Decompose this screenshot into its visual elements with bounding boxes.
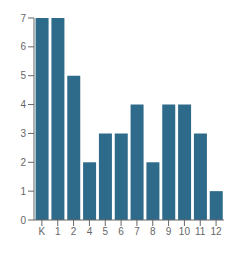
svg-text:0: 0 (20, 215, 26, 226)
svg-text:1: 1 (20, 186, 26, 197)
svg-text:5: 5 (20, 70, 26, 81)
svg-text:11: 11 (195, 226, 206, 237)
svg-text:9: 9 (166, 226, 172, 237)
svg-text:K: K (39, 226, 46, 237)
svg-text:7: 7 (20, 13, 26, 24)
svg-text:10: 10 (179, 226, 191, 237)
svg-text:8: 8 (150, 226, 156, 237)
svg-text:7: 7 (134, 226, 140, 237)
svg-text:4: 4 (87, 226, 93, 237)
svg-text:2: 2 (71, 226, 77, 237)
svg-text:5: 5 (102, 226, 108, 237)
svg-text:12: 12 (211, 226, 223, 237)
svg-text:6: 6 (20, 41, 26, 52)
svg-text:6: 6 (118, 226, 124, 237)
svg-text:4: 4 (20, 99, 26, 110)
svg-text:3: 3 (20, 128, 26, 139)
svg-text:1: 1 (55, 226, 61, 237)
svg-text:2: 2 (20, 157, 26, 168)
